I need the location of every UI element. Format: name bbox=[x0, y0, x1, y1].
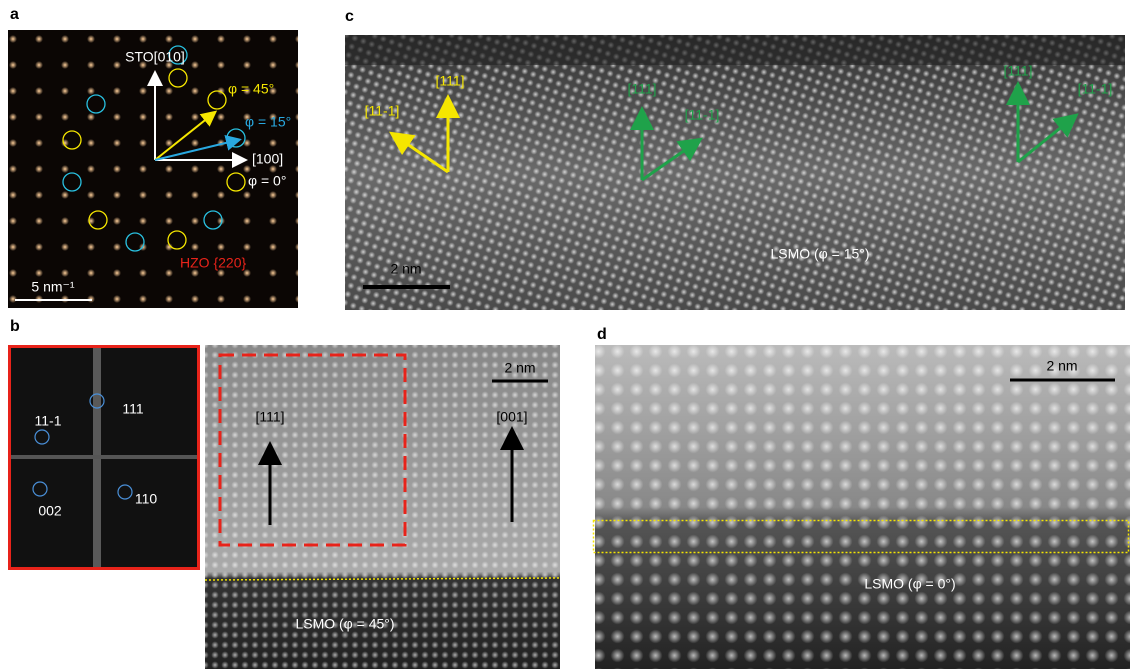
fft-inset bbox=[10, 347, 199, 569]
panel-label: a bbox=[10, 6, 19, 23]
annotation: φ = 0° bbox=[248, 173, 286, 189]
caption: LSMO (φ = 45°) bbox=[295, 616, 394, 632]
annotation: [111] bbox=[1003, 63, 1032, 79]
caption: LSMO (φ = 15°) bbox=[770, 246, 869, 262]
panel-label: c bbox=[345, 8, 354, 25]
annotation: 002 bbox=[38, 503, 62, 519]
annotation: [11-1] bbox=[1078, 81, 1113, 97]
figure: a STO[010] φ = 45° φ = 15° [100] φ = 0° … bbox=[0, 0, 1130, 669]
panel-label: d bbox=[597, 326, 607, 343]
annotation: [11-1] bbox=[685, 107, 720, 123]
annotation: HZO {220} bbox=[180, 255, 246, 271]
annotation: [111] bbox=[627, 81, 656, 97]
annotation: 110 bbox=[135, 491, 158, 507]
annotation: 11-1 bbox=[35, 413, 62, 429]
caption: LSMO (φ = 0°) bbox=[864, 576, 955, 592]
scale-bar-label: 5 nm⁻¹ bbox=[31, 279, 75, 295]
annotation: 111 bbox=[122, 401, 143, 417]
scale-bar-label: 2 nm bbox=[504, 360, 535, 376]
annotation: [111] bbox=[435, 73, 464, 89]
annotation: [11-1] bbox=[365, 103, 400, 119]
annotation: [100] bbox=[252, 151, 283, 167]
annotation: [001] bbox=[496, 409, 527, 425]
scale-bar-label: 2 nm bbox=[390, 261, 421, 277]
diffraction-image bbox=[8, 30, 298, 308]
annotation: STO[010] bbox=[125, 49, 185, 65]
annotation: φ = 15° bbox=[245, 114, 291, 130]
annotation: [111] bbox=[255, 409, 284, 425]
tem-image bbox=[594, 345, 1130, 669]
panel-label: b bbox=[10, 318, 20, 335]
annotation: φ = 45° bbox=[228, 81, 274, 97]
scale-bar-label: 2 nm bbox=[1046, 358, 1077, 374]
